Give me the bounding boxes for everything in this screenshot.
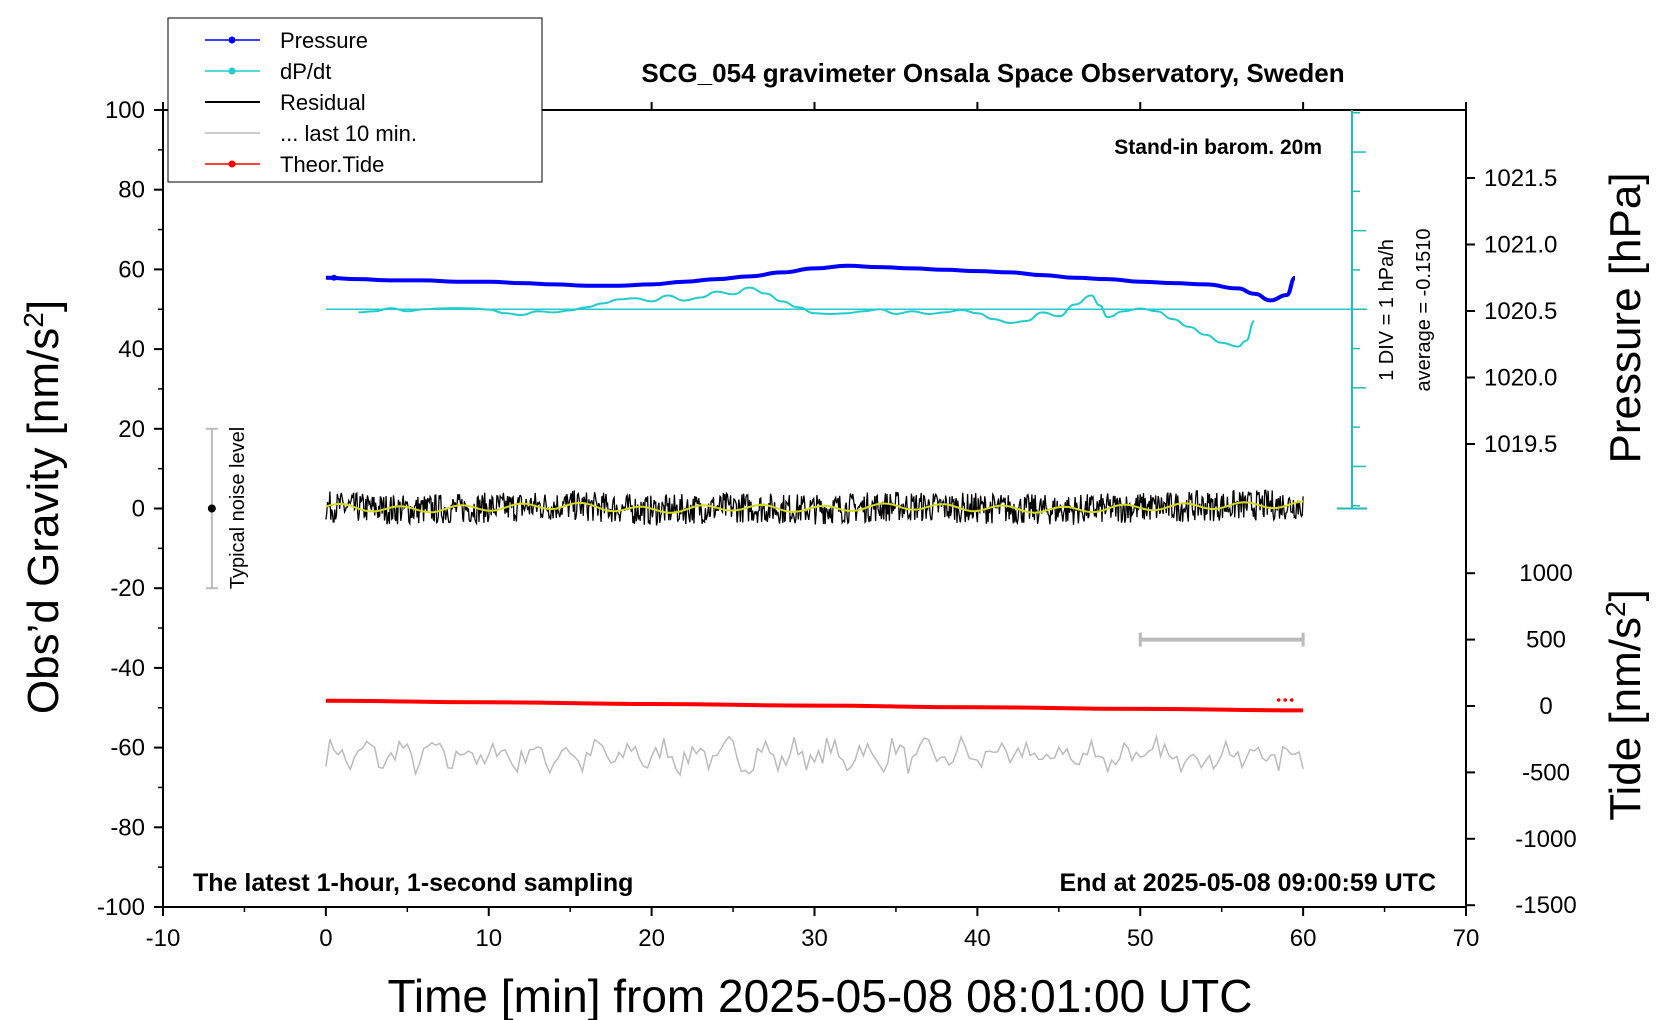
x-tick-label: 60 [1290,925,1317,952]
y-tick-label: 100 [105,97,145,124]
series-line-residual-smoothed [325,500,1304,514]
data-layer [205,263,1367,777]
y-tick-label: -40 [110,655,145,682]
legend-label: Residual [280,90,366,115]
tide-tick-label: 0 [1539,693,1552,720]
pressure-tick-label: 1019.5 [1484,431,1557,458]
pressure-tick-label: 1020.0 [1484,365,1557,392]
y-tick-label: 60 [118,256,145,283]
legend-label: ... last 10 min. [280,121,417,146]
tide-marker [1283,698,1288,702]
x-tick-label: -10 [146,925,181,952]
x-tick-label: 10 [475,925,502,952]
tide-tick-label: 1000 [1519,560,1572,587]
tide-tick-label: 500 [1526,627,1566,654]
x-tick-label: 70 [1453,925,1480,952]
y-tick-label: -20 [110,575,145,602]
y-axis-label-gravity: Obs’d Gravity [nm/s2] [18,300,69,714]
chart-title: SCG_054 gravimeter Onsala Space Observat… [641,58,1344,88]
barometer-note: Stand-in barom. 20m [1114,136,1322,159]
legend-label: Theor.Tide [280,152,384,177]
div-label: 1 DIV = 1 hPa/h [1376,239,1398,381]
tide-marker [1276,698,1281,702]
x-tick-label: 40 [964,925,991,952]
y-axis-label-tide: Tide [nm/s2] [1600,589,1651,821]
y-tick-label: 80 [118,177,145,204]
pressure-tick-label: 1020.5 [1484,298,1557,325]
legend-marker [228,36,236,44]
tide-tick-label: -1500 [1515,892,1576,919]
pressure-start-point [331,274,338,281]
legend-marker [228,67,236,75]
pressure-tick-label: 1021.0 [1484,232,1557,259]
axes-layer: -10 0 10 20 30 40 50 60 70100806040200-20-40-60-… [97,97,1577,952]
y-tick-label: -60 [110,735,145,762]
x-tick-label: 0 [319,925,332,952]
legend: Pressure dP/dt Residual ... last 10 min. The… [167,17,543,183]
noise-bar-center [207,504,216,513]
y-tick-label: 40 [118,336,145,363]
x-tick-label: 30 [801,925,828,952]
pressure-tick-label: 1021.5 [1484,165,1557,192]
bottom-right-note: End at 2025-05-08 09:00:59 UTC [1059,869,1436,897]
tide-tick-label: -500 [1522,759,1570,786]
x-tick-label: 50 [1127,925,1154,952]
y-tick-label: 20 [118,416,145,443]
series-line-pressure [325,263,1296,303]
series-line-tide [325,698,1304,713]
x-axis-label: Time [min] from 2025-05-08 08:01:00 UTC [388,970,1253,1020]
series-line-lower-trace [325,733,1304,777]
y-axis-label-pressure: Pressure [hPa] [1601,172,1650,463]
tide-tick-label: -1000 [1515,826,1576,853]
x-tick-label: 20 [638,925,665,952]
tide-marker [1289,698,1294,702]
legend-label: dP/dt [280,59,331,84]
y-tick-label: -80 [110,814,145,841]
y-tick-label: 0 [132,496,145,523]
legend-box [167,17,543,183]
legend-marker [228,160,236,168]
series-line-dpdt [358,286,1255,348]
average-label: average = -0.1510 [1413,229,1435,392]
legend-label: Pressure [280,28,368,53]
y-tick-label: -100 [97,894,145,921]
noise-label: Typical noise level [227,427,249,589]
bottom-left-note: The latest 1-hour, 1-second sampling [193,869,633,897]
